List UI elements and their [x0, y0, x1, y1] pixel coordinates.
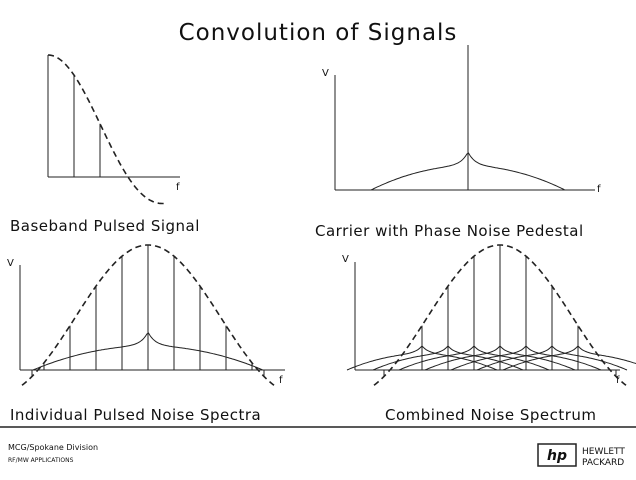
division: MCG/Spokane Division	[8, 443, 98, 452]
subtitle: RF/MW APPLICATIONS	[8, 457, 74, 464]
x-label: f	[176, 182, 180, 193]
x-label: f	[279, 375, 283, 386]
y-label: V	[342, 254, 349, 265]
x-label: f	[616, 375, 620, 386]
x-label: f	[597, 184, 601, 195]
caption: Combined Noise Spectrum	[385, 406, 597, 424]
logo: hp	[547, 448, 567, 464]
title: Convolution of Signals	[179, 20, 458, 46]
company: HEWLETT	[582, 447, 625, 457]
y-label: V	[7, 258, 14, 269]
caption: Individual Pulsed Noise Spectra	[10, 406, 261, 424]
y-label: V	[322, 68, 329, 79]
caption: Carrier with Phase Noise Pedestal	[315, 222, 584, 240]
company: PACKARD	[582, 458, 624, 468]
logo-box	[537, 443, 577, 467]
phase-noise-pedestal	[370, 152, 565, 191]
pulse-envelope	[47, 54, 166, 205]
caption: Baseband Pulsed Signal	[10, 217, 200, 235]
